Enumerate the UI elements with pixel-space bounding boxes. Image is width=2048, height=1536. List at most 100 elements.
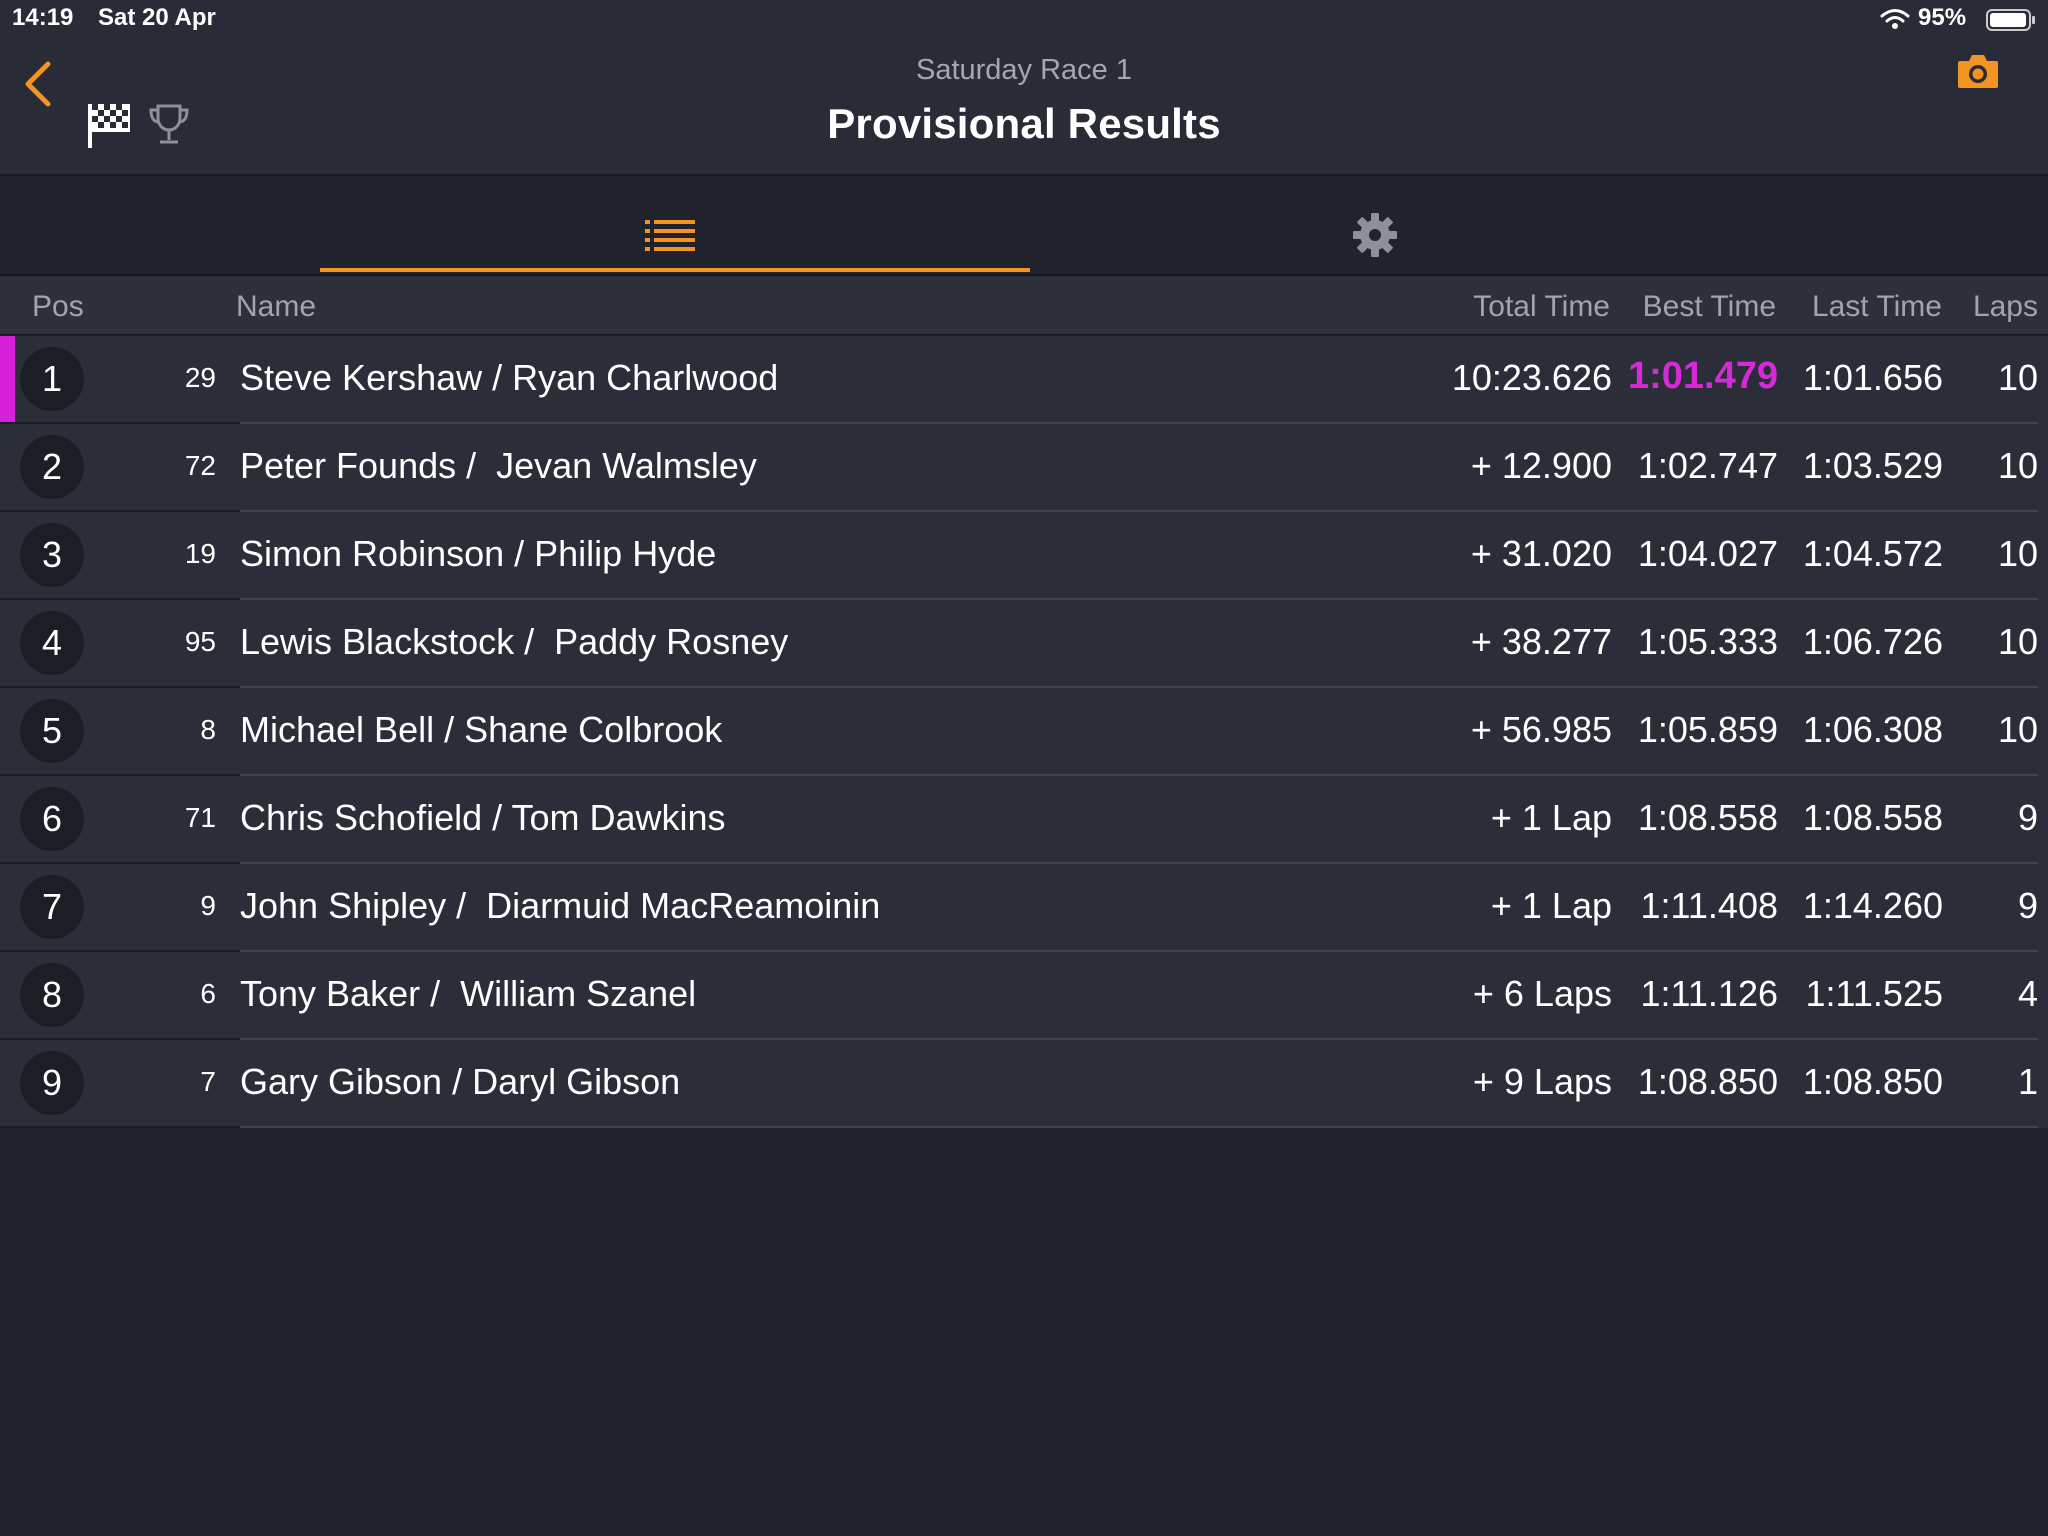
row-divider-left bbox=[0, 774, 240, 776]
position-badge: 7 bbox=[20, 875, 84, 939]
laps-count: 9 bbox=[2017, 885, 2038, 926]
row-divider bbox=[240, 950, 2038, 952]
total-time: + 56.985 bbox=[1470, 709, 1612, 750]
table-row[interactable]: 9 7 Gary Gibson / Daryl Gibson + 9 Laps 1:08… bbox=[0, 1040, 2048, 1128]
column-laps: Laps bbox=[1972, 290, 2038, 323]
laps-count: 10 bbox=[1997, 709, 2038, 750]
driver-names: Tony Baker / William Szanel bbox=[240, 973, 697, 1014]
laps-count: 10 bbox=[1997, 621, 2038, 662]
results-table: 1 29 Steve Kershaw / Ryan Charlwood 10:23.6… bbox=[0, 336, 2048, 1128]
position-badge: 1 bbox=[20, 347, 84, 411]
trophy-icon[interactable] bbox=[148, 102, 190, 148]
last-time: 1:06.726 bbox=[1802, 621, 1943, 662]
driver-names: John Shipley / Diarmuid MacReamoinin bbox=[240, 885, 881, 926]
table-row[interactable]: 2 72 Peter Founds / Jevan Walmsley + 12.900… bbox=[0, 424, 2048, 512]
position-badge: 4 bbox=[20, 611, 84, 675]
chevron-left-icon bbox=[25, 61, 51, 107]
driver-names: Gary Gibson / Daryl Gibson bbox=[240, 1061, 681, 1102]
tab-results-list[interactable] bbox=[320, 176, 1030, 272]
laps-count: 4 bbox=[2017, 973, 2038, 1014]
driver-names: Michael Bell / Shane Colbrook bbox=[240, 709, 723, 750]
camera-icon bbox=[1958, 55, 1998, 88]
table-row[interactable]: 4 95 Lewis Blackstock / Paddy Rosney + 38.2… bbox=[0, 600, 2048, 688]
best-time: 1:11.408 bbox=[1640, 885, 1778, 926]
driver-names: Chris Schofield / Tom Dawkins bbox=[240, 797, 726, 838]
checkered-flag-icon[interactable] bbox=[86, 100, 132, 150]
last-time: 1:14.260 bbox=[1802, 885, 1943, 926]
laps-count: 1 bbox=[2017, 1061, 2038, 1102]
laps-count: 10 bbox=[1997, 357, 2038, 398]
position-badge: 9 bbox=[20, 1051, 84, 1115]
best-time: 1:02.747 bbox=[1637, 445, 1778, 486]
position-badge: 2 bbox=[20, 435, 84, 499]
fastest-lap-indicator bbox=[0, 336, 15, 424]
column-best-time: Best Time bbox=[1642, 290, 1776, 323]
last-time: 1:08.850 bbox=[1802, 1061, 1943, 1102]
table-row[interactable]: 6 71 Chris Schofield / Tom Dawkins + 1 Lap 1… bbox=[0, 776, 2048, 864]
best-time: 1:05.333 bbox=[1637, 621, 1778, 662]
car-number: 29 bbox=[184, 362, 216, 393]
row-divider-left bbox=[0, 862, 240, 864]
row-divider bbox=[240, 774, 2038, 776]
table-row[interactable]: 1 29 Steve Kershaw / Ryan Charlwood 10:23.6… bbox=[0, 336, 2048, 424]
driver-names: Simon Robinson / Philip Hyde bbox=[240, 533, 717, 574]
row-divider-left bbox=[0, 950, 240, 952]
tab-bar bbox=[0, 176, 2048, 276]
total-time: + 12.900 bbox=[1470, 445, 1612, 486]
best-time: 1:08.850 bbox=[1637, 1061, 1778, 1102]
position-badge: 5 bbox=[20, 699, 84, 763]
car-number: 7 bbox=[200, 1066, 216, 1097]
row-divider-left bbox=[0, 686, 240, 688]
position-badge: 8 bbox=[20, 963, 84, 1027]
laps-count: 10 bbox=[1997, 533, 2038, 574]
total-time: + 38.277 bbox=[1470, 621, 1612, 662]
total-time: + 1 Lap bbox=[1490, 885, 1612, 926]
total-time: + 1 Lap bbox=[1490, 797, 1612, 838]
tab-settings[interactable] bbox=[1030, 176, 1720, 272]
position-badge: 6 bbox=[20, 787, 84, 851]
page-title: Provisional Results bbox=[827, 100, 1221, 147]
driver-names: Lewis Blackstock / Paddy Rosney bbox=[240, 621, 789, 662]
gear-icon bbox=[1353, 213, 1397, 257]
total-time: + 9 Laps bbox=[1472, 1061, 1612, 1102]
last-time: 1:04.572 bbox=[1802, 533, 1943, 574]
list-icon bbox=[645, 220, 695, 251]
total-time: + 31.020 bbox=[1470, 533, 1612, 574]
car-number: 95 bbox=[184, 626, 216, 657]
row-divider bbox=[240, 422, 2038, 424]
back-button[interactable] bbox=[18, 58, 58, 110]
best-time: 1:11.126 bbox=[1640, 973, 1778, 1014]
header-bar: Saturday Race 1 Provisional Results bbox=[0, 0, 2048, 176]
row-divider-left bbox=[0, 1038, 240, 1040]
last-time: 1:03.529 bbox=[1802, 445, 1943, 486]
driver-names: Peter Founds / Jevan Walmsley bbox=[240, 445, 757, 486]
car-number: 72 bbox=[184, 450, 216, 481]
status-time: 14:19 bbox=[12, 4, 74, 31]
best-time: 1:08.558 bbox=[1637, 797, 1778, 838]
last-time: 1:01.656 bbox=[1802, 357, 1943, 398]
driver-names: Steve Kershaw / Ryan Charlwood bbox=[240, 357, 779, 398]
row-divider bbox=[240, 862, 2038, 864]
car-number: 19 bbox=[184, 538, 216, 569]
battery-icon bbox=[1986, 9, 2035, 31]
results-column-header: Pos Name Total Time Best Time Last Time … bbox=[0, 276, 2048, 336]
row-divider-left bbox=[0, 422, 240, 424]
status-bar: 14:19 Sat 20 Apr 95% bbox=[0, 0, 2048, 40]
row-divider-left bbox=[0, 510, 240, 512]
table-row[interactable]: 7 9 John Shipley / Diarmuid MacReamoinin + … bbox=[0, 864, 2048, 952]
row-divider bbox=[240, 510, 2038, 512]
car-number: 71 bbox=[184, 802, 216, 833]
car-number: 9 bbox=[200, 890, 216, 921]
table-row[interactable]: 5 8 Michael Bell / Shane Colbrook + 56.985 1… bbox=[0, 688, 2048, 776]
best-time: 1:05.859 bbox=[1637, 709, 1778, 750]
last-time: 1:11.525 bbox=[1805, 973, 1943, 1014]
table-row[interactable]: 8 6 Tony Baker / William Szanel + 6 Laps 1:1… bbox=[0, 952, 2048, 1040]
tab-selected-underline bbox=[320, 268, 1030, 272]
battery-percent: 95% bbox=[1918, 4, 1967, 31]
table-row[interactable]: 3 19 Simon Robinson / Philip Hyde + 31.020 1… bbox=[0, 512, 2048, 600]
laps-count: 10 bbox=[1997, 445, 2038, 486]
camera-button[interactable] bbox=[1956, 52, 2000, 90]
row-divider-left bbox=[0, 598, 240, 600]
best-time: 1:01.479 bbox=[1627, 355, 1778, 397]
car-number: 6 bbox=[200, 978, 216, 1009]
